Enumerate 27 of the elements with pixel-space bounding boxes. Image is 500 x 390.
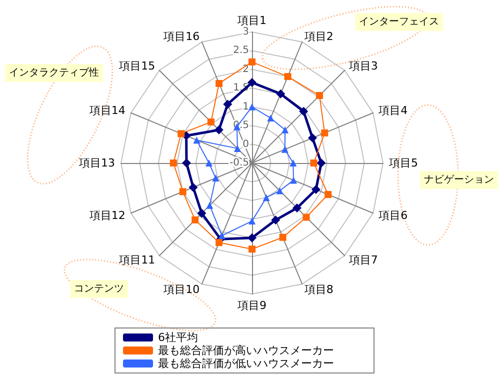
spoke-label: 項目10 bbox=[164, 283, 200, 296]
y-tick-label: 2 bbox=[242, 64, 249, 75]
spoke-label: 項目7 bbox=[348, 253, 378, 266]
text: インタラクティブ性 bbox=[9, 66, 99, 78]
spoke-label: 項目9 bbox=[238, 299, 266, 312]
spoke-label: 項目3 bbox=[348, 60, 378, 73]
spoke-label: 項目12 bbox=[89, 208, 126, 222]
y-tick-label: 2.5 bbox=[233, 45, 249, 56]
legend-label: 最も総合評価が高いハウスメーカー bbox=[158, 344, 334, 357]
spoke-label: 項目14 bbox=[89, 104, 126, 118]
spoke-label: 項目11 bbox=[119, 253, 156, 266]
spoke-label: 項目13 bbox=[79, 156, 115, 170]
spoke-label: 項目2 bbox=[304, 30, 334, 43]
text: コンテンツ bbox=[74, 284, 124, 294]
spoke-label: 項目15 bbox=[119, 60, 156, 73]
legend-label: 最も総合評価が低いハウスメーカー bbox=[158, 357, 334, 370]
spoke-label: 項目1 bbox=[238, 14, 266, 27]
spoke-label: 項目8 bbox=[304, 283, 334, 296]
text: ナビゲーション bbox=[424, 174, 494, 186]
spoke-label: 項目5 bbox=[389, 156, 418, 170]
legend-label: 6社平均 bbox=[158, 331, 198, 344]
spoke-label: 項目16 bbox=[164, 30, 200, 43]
y-tick-label: 1 bbox=[242, 101, 249, 112]
text: インターフェイス bbox=[359, 16, 439, 28]
spoke-label: 項目4 bbox=[378, 104, 408, 118]
spoke-label: 項目6 bbox=[378, 208, 408, 222]
y-tick-label: 3 bbox=[242, 26, 249, 38]
